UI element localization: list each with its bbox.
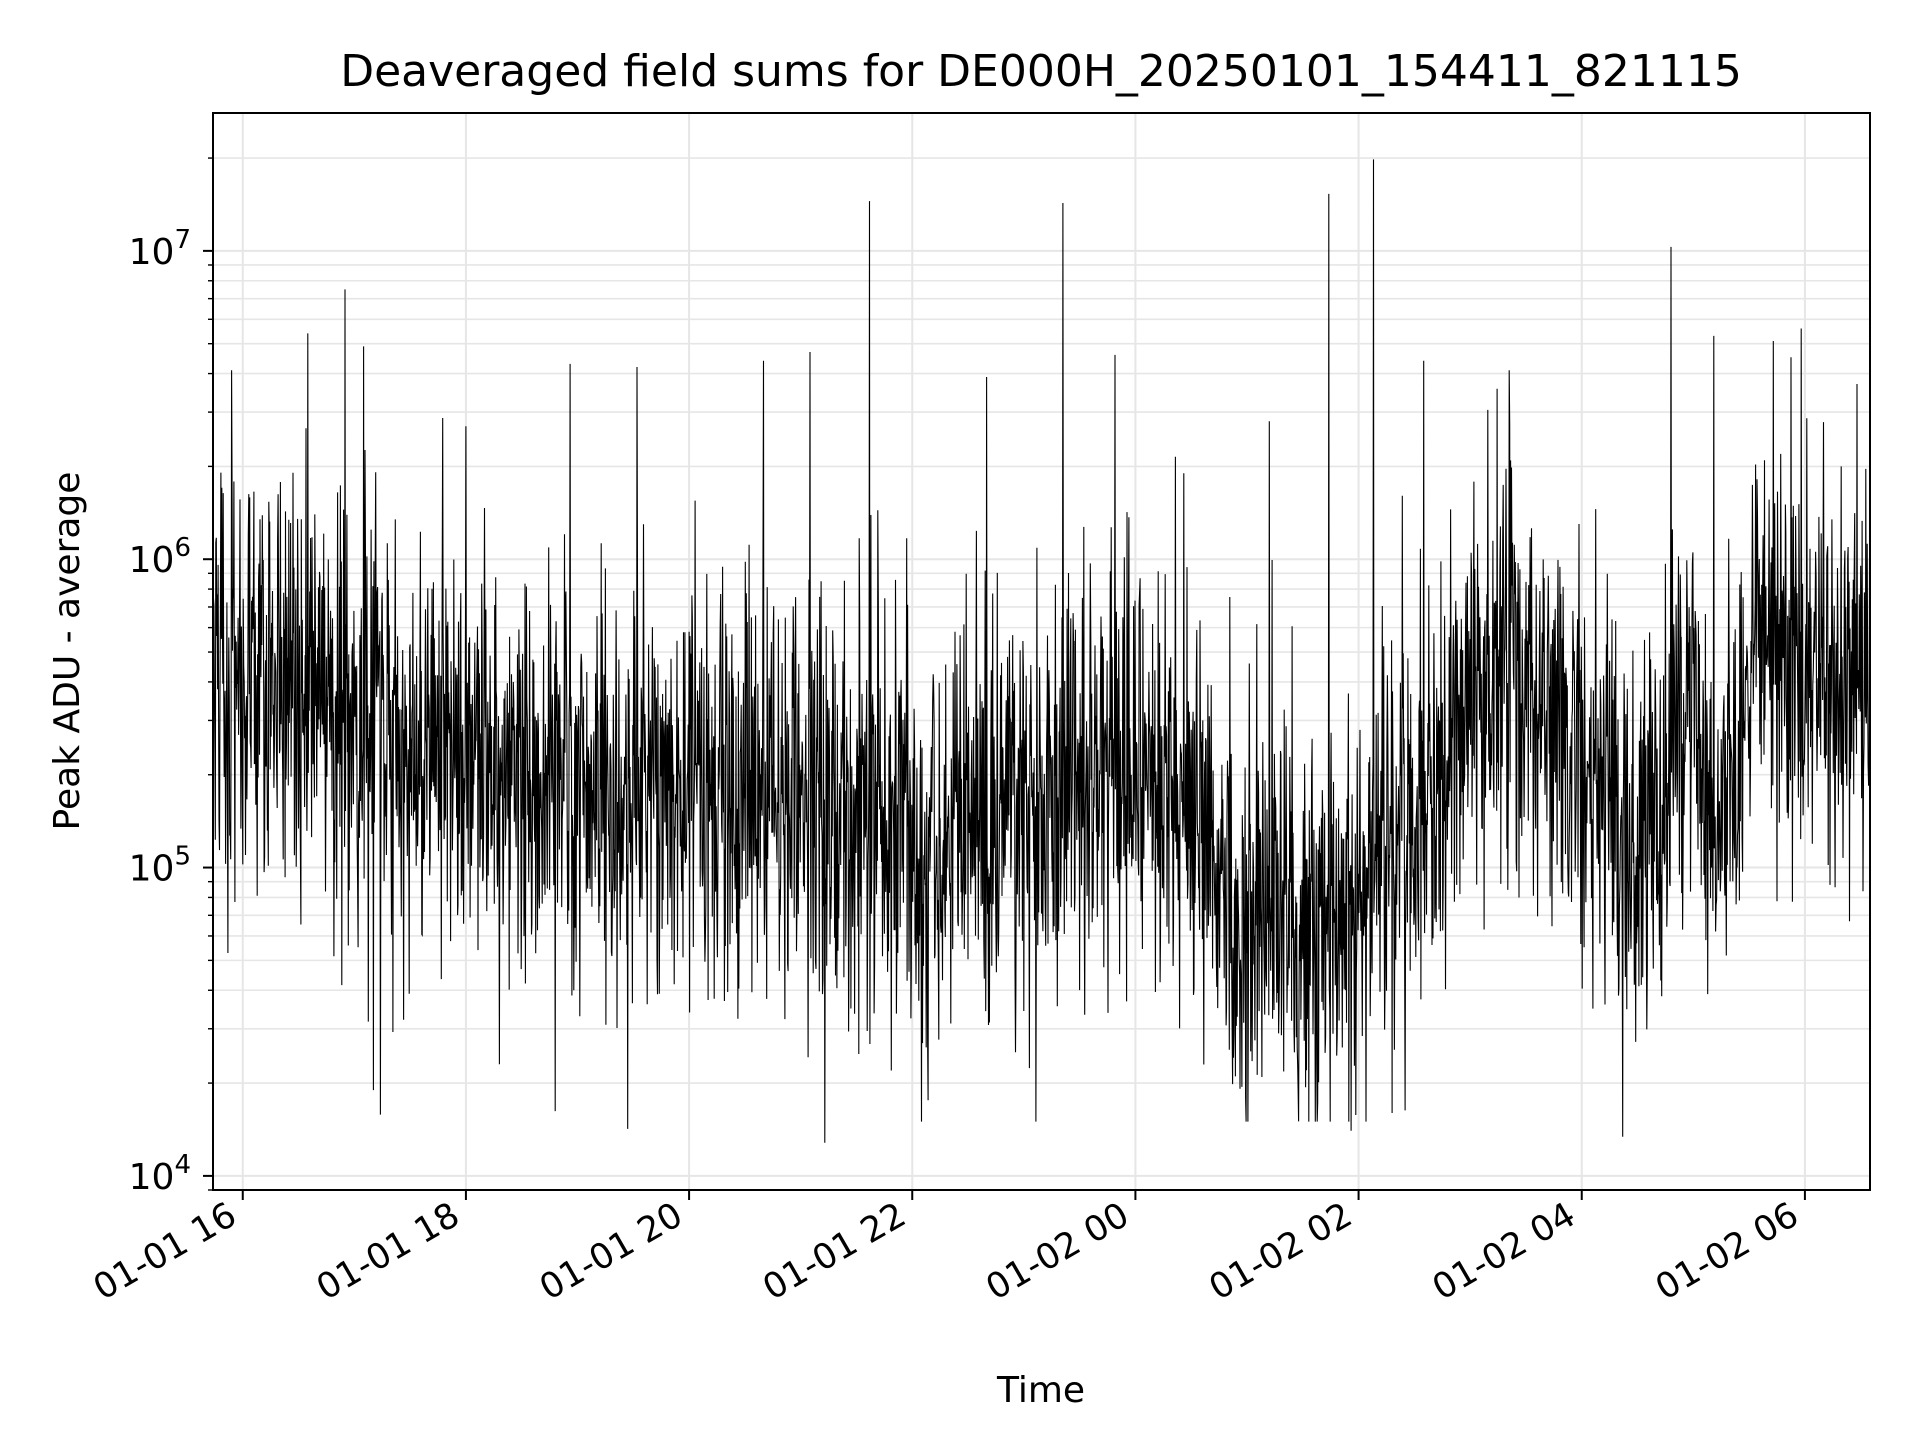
chart-title: Deaveraged field sums for DE000H_2025010… [340, 46, 1742, 97]
series-line [212, 159, 1871, 1143]
x-axis-label: Time [996, 1370, 1085, 1411]
y-tick-label: 105 [129, 842, 191, 890]
y-tick-label: 104 [129, 1150, 191, 1198]
y-tick-label: 107 [129, 225, 191, 273]
y-axis: 104 105 106 107 [129, 157, 213, 1198]
y-axis-label: Peak ADU - average [47, 472, 88, 831]
series-line-group [212, 159, 1871, 1143]
y-tick-label: 106 [129, 533, 191, 581]
